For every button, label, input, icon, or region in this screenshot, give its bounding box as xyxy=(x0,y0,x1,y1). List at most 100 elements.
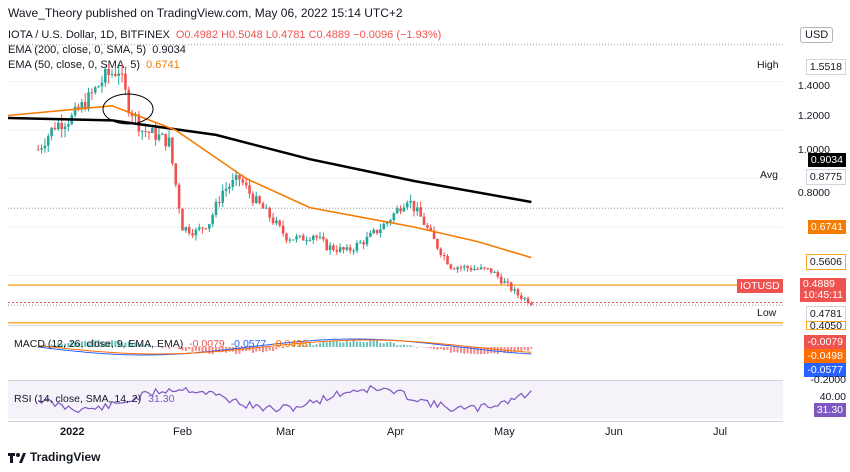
candle-body xyxy=(90,92,94,94)
candle-body xyxy=(57,122,60,130)
macd-histogram-bar xyxy=(305,344,308,347)
candle-body xyxy=(419,207,422,217)
high-value-badge: 1.5518 xyxy=(805,59,846,75)
macd-histogram-bar xyxy=(523,347,526,350)
rsi-pane[interactable] xyxy=(8,381,783,419)
macd-histogram-bar xyxy=(248,347,251,351)
time-label-2022: 2022 xyxy=(60,426,85,438)
macd-histogram-bar xyxy=(409,345,412,347)
macd-histogram-bar xyxy=(60,343,63,347)
price-chart[interactable] xyxy=(8,21,783,324)
candle-body xyxy=(218,202,221,204)
pane-separator[interactable] xyxy=(8,325,783,326)
publish-info: Wave_Theory published on TradingView.com… xyxy=(8,6,403,20)
macd-value-3: -0.0498 xyxy=(272,338,308,350)
macd-histogram-bar xyxy=(161,347,164,349)
candle-body xyxy=(422,216,426,226)
macd-histogram-bar xyxy=(376,340,379,347)
candle-body xyxy=(103,68,107,83)
high-label: High xyxy=(757,59,779,71)
candle-body xyxy=(278,220,282,226)
time-label-mar: Mar xyxy=(276,426,295,438)
candle-body xyxy=(432,230,436,239)
macd-histogram-bar xyxy=(352,340,355,347)
last-price: 0.4889 xyxy=(802,278,836,290)
macd-histogram-bar xyxy=(308,342,311,347)
macd-histogram-bar xyxy=(111,340,114,347)
candle-body xyxy=(140,130,144,132)
macd-axis-badge-3: -0.0577 xyxy=(804,363,846,377)
tradingview-brand[interactable]: TradingView xyxy=(8,450,100,464)
time-label-feb: Feb xyxy=(173,426,192,438)
macd-histogram-bar xyxy=(490,347,493,354)
candle-body xyxy=(100,82,104,87)
candle-body xyxy=(362,242,365,245)
symbol-title: IOTA / U.S. Dollar, 1D, BITFINEX xyxy=(8,29,170,41)
candle-body xyxy=(469,268,473,271)
candle-body xyxy=(332,245,335,250)
macd-histogram-bar xyxy=(87,342,90,347)
candle-body xyxy=(298,235,302,237)
macd-histogram-bar xyxy=(473,347,476,354)
candle-body xyxy=(295,236,298,240)
candle-body xyxy=(271,217,275,224)
candle-body xyxy=(184,227,188,231)
rsi-legend[interactable]: RSI (14, close, SMA, 14, 2) 31.30 xyxy=(14,393,174,405)
currency-button[interactable]: USD xyxy=(800,27,834,43)
symbol-legend[interactable]: IOTA / U.S. Dollar, 1D, BITFINEX O0.4982… xyxy=(8,29,441,41)
macd-histogram-bar xyxy=(456,347,459,353)
macd-histogram-bar xyxy=(493,347,496,354)
price-gridlines xyxy=(8,81,783,277)
candle-body xyxy=(442,255,446,257)
macd-histogram-bar xyxy=(238,347,241,354)
price-axis[interactable]: 1.4000 1.2000 1.0000 0.8000 1.5518 0.903… xyxy=(783,21,850,421)
macd-histogram-bar xyxy=(379,342,382,347)
rsi-axis-badge: 31.30 xyxy=(813,403,846,417)
macd-histogram-bar xyxy=(121,342,124,347)
candle-body xyxy=(486,268,490,270)
time-label-jun: Jun xyxy=(605,426,623,438)
macd-histogram-bar xyxy=(147,344,150,347)
macd-histogram-bar xyxy=(74,341,77,347)
candle-body xyxy=(127,89,131,114)
macd-signal-line xyxy=(38,339,532,355)
macd-legend[interactable]: MACD (12, 26, close, 9, EMA, EMA) -0.007… xyxy=(14,338,308,350)
macd-histogram-bar xyxy=(449,347,452,353)
ema50-legend[interactable]: EMA (50, close, 0, SMA, 5) 0.6741 xyxy=(8,59,180,71)
candle-body xyxy=(358,242,362,244)
macd-histogram-bar xyxy=(208,347,211,354)
ema50-line xyxy=(8,104,532,259)
candle-body xyxy=(416,207,419,212)
macd-histogram-bar xyxy=(127,341,130,347)
macd-histogram-bar xyxy=(439,347,442,349)
candle-body xyxy=(261,203,265,209)
candle-body xyxy=(110,73,114,76)
macd-histogram-bar xyxy=(349,341,352,347)
candle-body xyxy=(459,267,463,269)
candle-body xyxy=(201,227,204,229)
macd-histogram-bar xyxy=(107,341,110,347)
macd-histogram-bar xyxy=(433,347,436,350)
macd-histogram-bar xyxy=(406,345,409,347)
macd-histogram-bar xyxy=(181,347,184,351)
candle-body xyxy=(150,128,154,133)
candle-body xyxy=(181,208,184,231)
macd-histogram-bar xyxy=(124,342,127,347)
candle-body xyxy=(46,136,50,146)
candle-body xyxy=(429,227,433,231)
ema200-legend[interactable]: EMA (200, close, 0, SMA, 5) 0.9034 xyxy=(8,44,186,56)
macd-histogram-bar xyxy=(251,347,254,353)
candle-body xyxy=(436,238,439,249)
pane-separator[interactable] xyxy=(8,380,783,381)
candle-body xyxy=(73,106,77,116)
macd-histogram-bar xyxy=(117,340,120,347)
candle-body xyxy=(248,185,251,194)
time-axis[interactable]: 2022 Feb Mar Apr May Jun Jul xyxy=(8,421,783,442)
candle-body xyxy=(409,200,412,203)
macd-pane[interactable] xyxy=(8,327,783,379)
rsi-axis-tick: 40.00 xyxy=(819,391,846,403)
macd-histogram-bar xyxy=(64,343,67,347)
candle-body xyxy=(506,281,510,283)
candle-body xyxy=(345,247,349,250)
macd-histogram-bar xyxy=(57,342,60,347)
